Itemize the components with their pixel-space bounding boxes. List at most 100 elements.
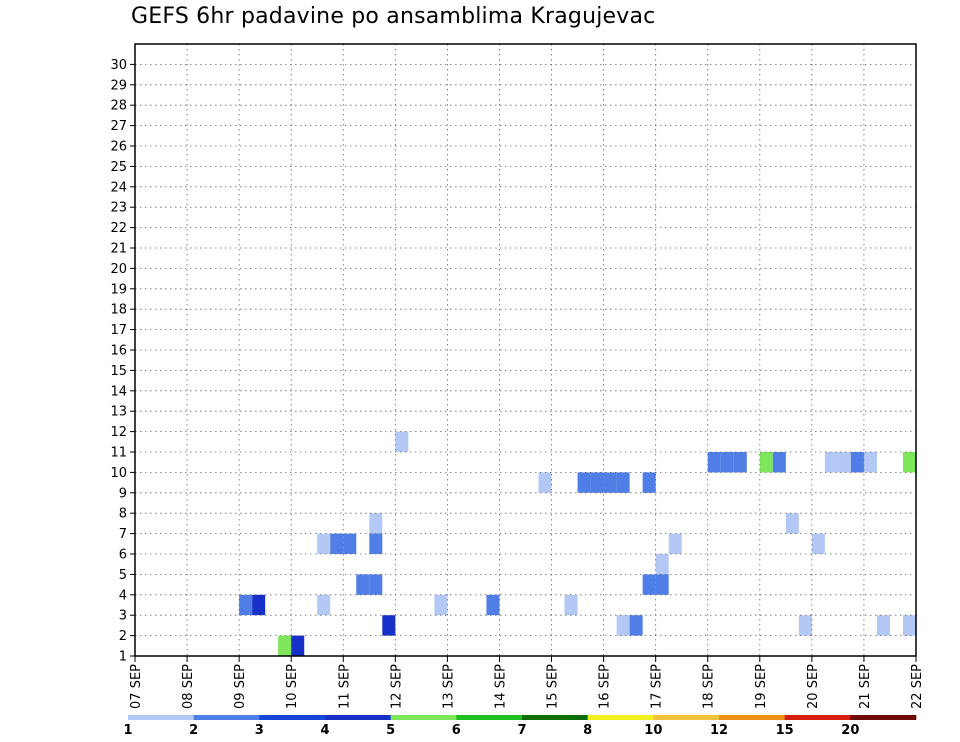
heatmap-cell — [850, 452, 864, 473]
y-tick-label: 29 — [110, 78, 127, 93]
y-tick-label: 2 — [119, 629, 127, 644]
x-tick-label: 17 SEP — [650, 664, 665, 709]
y-tick-label: 20 — [110, 262, 127, 277]
y-tick-label: 4 — [119, 588, 127, 603]
legend-label: 6 — [452, 723, 461, 738]
heatmap-cell — [642, 574, 656, 595]
heatmap-cell — [252, 594, 266, 616]
x-tick-label: 18 SEP — [702, 664, 717, 709]
y-tick-label: 7 — [119, 527, 127, 542]
legend-label: 4 — [320, 723, 329, 738]
y-tick-label: 15 — [110, 364, 127, 379]
x-tick-label: 09 SEP — [233, 664, 248, 709]
legend-color-swatch — [719, 715, 785, 720]
heatmap-cell — [798, 615, 812, 636]
legend-label: 7 — [517, 723, 526, 738]
heatmap-cell — [486, 594, 500, 616]
color-legend: 1 2 3 4 5 6 7 8 10 12 15 20 — [123, 715, 917, 738]
grid-lines — [135, 44, 916, 656]
legend-label: 1 — [123, 723, 132, 738]
y-tick-label: 13 — [110, 405, 127, 420]
y-tick-label: 28 — [110, 99, 127, 114]
y-tick-label: 11 — [110, 446, 127, 461]
y-tick-label: 5 — [119, 568, 127, 583]
legend-color-swatch — [587, 715, 654, 720]
heatmap-cell — [369, 533, 383, 554]
y-tick-label: 10 — [110, 466, 127, 481]
x-tick-label: 13 SEP — [441, 664, 456, 709]
legend-color-swatch — [784, 715, 851, 720]
heatmap-cell — [642, 472, 656, 493]
heatmap-cell — [356, 574, 370, 595]
heatmap-cell — [395, 431, 409, 452]
legend-color-swatch — [128, 715, 194, 720]
heatmap-cell — [707, 452, 721, 473]
legend-color-swatch — [193, 715, 260, 720]
heatmap-cell — [291, 635, 305, 656]
legend-label: 10 — [644, 723, 662, 738]
y-tick-label: 1 — [119, 650, 127, 665]
x-tick-label: 20 SEP — [806, 664, 821, 709]
x-tick-label: 21 SEP — [858, 664, 873, 709]
legend-color-swatch — [522, 715, 588, 720]
legend-label: 3 — [255, 723, 264, 738]
x-axis: 07 SEP 08 SEP 09 SEP 10 SEP 11 SEP 12 SEP 13 S… — [129, 656, 925, 709]
heatmap-cell — [759, 452, 773, 473]
y-tick-label: 26 — [110, 140, 127, 155]
heatmap-cell — [629, 615, 643, 636]
heatmap-cell — [590, 472, 604, 493]
legend-color-swatch — [653, 715, 720, 720]
heatmap-cell — [863, 452, 877, 473]
heatmap-cell — [655, 554, 669, 575]
y-tick-label: 30 — [110, 58, 127, 73]
heatmap-cell — [538, 472, 552, 493]
x-tick-label: 19 SEP — [754, 664, 769, 709]
legend-label: 2 — [189, 723, 198, 738]
y-tick-label: 3 — [119, 609, 127, 624]
heatmap-cell — [616, 472, 630, 493]
heatmap-cell — [577, 472, 591, 493]
legend-label: 5 — [386, 723, 395, 738]
y-tick-label: 16 — [110, 344, 127, 359]
y-tick-label: 19 — [110, 282, 127, 297]
heatmap-cell — [720, 452, 734, 473]
heatmap-cell — [317, 594, 331, 616]
legend-label: 8 — [583, 723, 592, 738]
chart-title: GEFS 6hr padavine po ansamblima Kragujev… — [131, 4, 656, 29]
heatmap-cell — [902, 615, 916, 636]
heatmap-cell — [902, 452, 916, 473]
heatmap-cell — [876, 615, 890, 636]
heatmap-cell — [824, 452, 838, 473]
x-tick-label: 10 SEP — [285, 664, 300, 709]
y-tick-label: 14 — [110, 384, 127, 399]
heatmap-cell — [278, 635, 292, 656]
y-tick-label: 12 — [110, 425, 127, 440]
legend-label: 15 — [776, 723, 794, 738]
legend-color-swatch — [390, 715, 457, 720]
y-axis: 1234567891011121314151617181920212223242… — [110, 58, 135, 665]
x-tick-label: 15 SEP — [546, 664, 561, 709]
x-tick-label: 14 SEP — [493, 664, 508, 709]
legend-color-swatch — [456, 715, 523, 720]
heatmap-cell — [616, 615, 630, 636]
y-tick-label: 22 — [110, 221, 127, 236]
heatmap-cell — [668, 533, 682, 554]
heatmap-cell — [369, 574, 383, 595]
x-tick-label: 22 SEP — [910, 664, 925, 709]
y-tick-label: 21 — [110, 242, 127, 257]
heatmap-cell — [369, 513, 383, 534]
heatmap-cell — [330, 533, 344, 554]
heatmap-cell — [837, 452, 851, 473]
x-tick-label: 07 SEP — [129, 664, 144, 709]
y-tick-label: 23 — [110, 201, 127, 216]
heatmap-cell — [772, 452, 786, 473]
y-tick-label: 27 — [110, 119, 127, 134]
heatmap-cell — [343, 533, 357, 554]
y-tick-label: 6 — [119, 548, 127, 563]
heatmap-cell — [811, 533, 825, 554]
heatmap-cell — [733, 452, 747, 473]
x-tick-label: 08 SEP — [181, 664, 196, 709]
heatmap-cell — [239, 594, 253, 616]
y-tick-label: 18 — [110, 303, 127, 318]
legend-color-swatch — [850, 715, 917, 720]
